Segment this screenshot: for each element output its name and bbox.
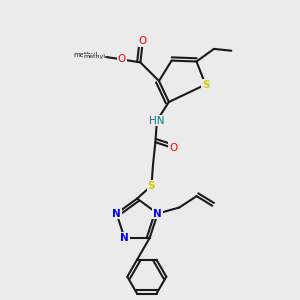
Text: methyl: methyl [74,52,98,58]
Text: S: S [202,80,209,90]
Text: S: S [148,181,155,191]
Text: N: N [112,208,121,218]
Text: HN: HN [149,116,165,126]
Text: O: O [118,54,126,64]
Text: O: O [169,143,178,153]
Text: O: O [139,36,147,46]
Text: N: N [120,233,129,243]
Text: methyl: methyl [83,54,105,59]
Text: N: N [153,208,162,218]
